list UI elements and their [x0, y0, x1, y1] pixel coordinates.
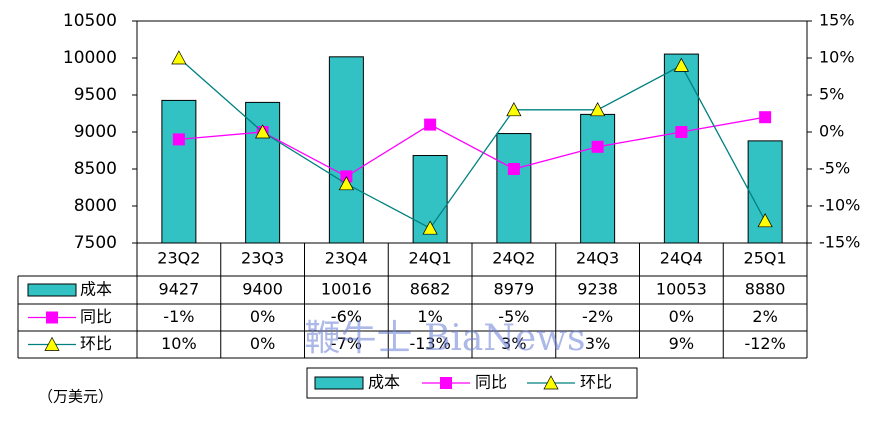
bar [580, 113, 616, 244]
y2-tick-label: 10% [819, 48, 855, 67]
table-cell: 3% [585, 334, 610, 353]
y-tick-label: 9000 [74, 122, 117, 142]
marker [673, 57, 689, 72]
bar [747, 140, 783, 244]
line [178, 57, 766, 230]
table-cell: -5% [498, 307, 529, 326]
marker [759, 111, 772, 124]
bar [663, 53, 699, 244]
legend-swatch [27, 283, 77, 297]
table-cell: -13% [409, 334, 450, 353]
row-header: 同比 [80, 307, 112, 326]
table-cell: 8880 [745, 280, 786, 299]
table-cell: -7% [331, 334, 362, 353]
table-cell: -12% [744, 334, 785, 353]
marker [424, 118, 437, 131]
table-cell: 9238 [577, 280, 618, 299]
y-tick-label: 7500 [74, 233, 117, 253]
y2-tick-label: -15% [819, 233, 860, 252]
bar [328, 56, 364, 244]
watermark: 鞭牛士 BiaNews [305, 318, 586, 359]
table-cell: 1% [417, 307, 442, 326]
x-tick-label: 25Q1 [744, 249, 787, 268]
y2-tick-label: -10% [819, 196, 860, 215]
marker [422, 220, 438, 235]
marker [590, 102, 606, 117]
legend-marker [543, 375, 559, 390]
legend-label: 环比 [580, 373, 612, 392]
x-tick-label: 23Q2 [157, 249, 200, 268]
marker [675, 126, 688, 138]
x-tick-label: 24Q3 [576, 249, 619, 268]
table-cell: 9400 [242, 280, 283, 299]
y-tick-label: 9500 [74, 85, 117, 105]
y-tick-label: 10000 [63, 48, 117, 68]
y-tick-label: 8500 [74, 159, 117, 179]
line [178, 116, 766, 178]
marker [172, 133, 185, 146]
y2-tick-label: 15% [819, 11, 855, 30]
plot-area [136, 20, 808, 244]
marker [338, 176, 354, 191]
marker [171, 50, 187, 65]
x-tick-label: 23Q3 [241, 249, 284, 268]
legend-marker [46, 311, 58, 324]
y2-tick-label: 5% [819, 85, 844, 104]
table-cell: 2% [752, 307, 777, 326]
x-tick-label: 24Q2 [492, 249, 535, 268]
table-cell: -1% [163, 307, 194, 326]
table-cell: 10053 [656, 280, 707, 299]
marker [757, 213, 773, 228]
legend-swatch [314, 376, 364, 390]
legend-marker [440, 377, 452, 389]
unit-label: （万美元） [38, 388, 113, 406]
legend-label: 成本 [368, 373, 400, 392]
table-cell: 0% [669, 307, 694, 326]
table-cell: -2% [582, 307, 613, 326]
table-cell: 3% [501, 334, 526, 353]
x-tick-label: 24Q4 [660, 249, 703, 268]
bar [245, 101, 281, 244]
y2-tick-label: 0% [819, 122, 844, 141]
bar [496, 133, 532, 244]
marker [255, 124, 271, 139]
row-header: 成本 [80, 280, 112, 299]
marker [507, 163, 520, 175]
table-cell: 8682 [410, 280, 451, 299]
y-tick-label: 8000 [74, 196, 117, 216]
x-tick-label: 24Q1 [409, 249, 452, 268]
table-cell: 10% [161, 334, 197, 353]
table-cell: 8979 [494, 280, 535, 299]
marker [591, 140, 604, 153]
table-cell: 0% [250, 334, 275, 353]
legend-label: 同比 [475, 373, 507, 392]
table-cell: 9427 [159, 280, 200, 299]
table-cell: -6% [331, 307, 362, 326]
y2-tick-label: -5% [819, 159, 850, 178]
table-cell: 10016 [321, 280, 372, 299]
table-cell: 0% [250, 307, 275, 326]
table-cell: 9% [669, 334, 694, 353]
y-tick-label: 10500 [63, 11, 117, 31]
legend-marker [44, 336, 60, 351]
marker [506, 102, 522, 117]
row-header: 环比 [80, 334, 112, 353]
bar [161, 99, 197, 244]
x-tick-label: 23Q4 [325, 249, 368, 268]
